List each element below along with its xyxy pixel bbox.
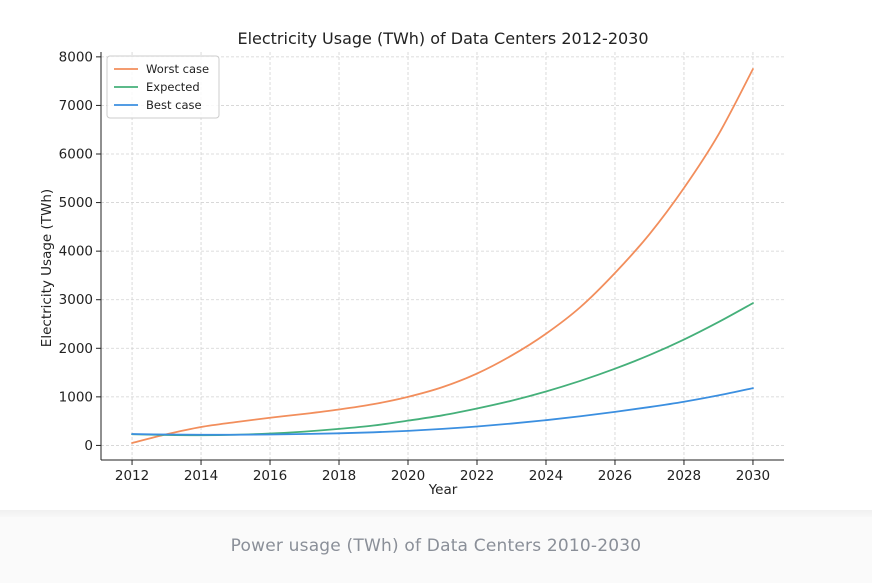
line-chart: 2012 2014 2016 2018 2020 2022 2024 2026 2028 2030… bbox=[39, 29, 784, 498]
legend-label-best-case: Best case bbox=[146, 98, 202, 112]
page-background bbox=[0, 517, 872, 583]
x-tick-label: 2030 bbox=[736, 468, 770, 484]
series-lines bbox=[131, 68, 754, 444]
x-tick-label: 2012 bbox=[115, 468, 149, 484]
y-tick-label: 2000 bbox=[59, 341, 93, 357]
figure-caption: Power usage (TWh) of Data Centers 2010-2… bbox=[230, 536, 642, 556]
x-tick-label: 2022 bbox=[460, 468, 494, 484]
series-line-worst-case bbox=[131, 68, 754, 444]
axes: 2012 2014 2016 2018 2020 2022 2024 2026 2028 2030… bbox=[59, 49, 784, 484]
y-tick-label: 4000 bbox=[59, 244, 93, 260]
x-tick-label: 2020 bbox=[391, 468, 425, 484]
y-tick-label: 0 bbox=[84, 438, 93, 454]
x-tick-label: 2026 bbox=[598, 468, 632, 484]
y-tick-label: 7000 bbox=[59, 98, 93, 114]
legend-box bbox=[106, 55, 220, 119]
y-tick-label: 8000 bbox=[59, 49, 93, 65]
y-tick-label: 1000 bbox=[59, 389, 93, 405]
x-axis-label: Year bbox=[428, 482, 458, 498]
x-tick-label: 2024 bbox=[529, 468, 563, 484]
y-tick-label: 6000 bbox=[59, 147, 93, 163]
x-tick-label: 2016 bbox=[253, 468, 287, 484]
series-line-best-case bbox=[131, 387, 754, 436]
series-line-expected bbox=[131, 302, 754, 437]
x-tick-label: 2014 bbox=[184, 468, 218, 484]
chart-figure: 2012 2014 2016 2018 2020 2022 2024 2026 2028 2030… bbox=[39, 29, 784, 498]
y-tick-label: 3000 bbox=[59, 292, 93, 308]
legend-label-expected: Expected bbox=[146, 80, 200, 94]
x-tick-label: 2018 bbox=[322, 468, 356, 484]
legend-label-worst-case: Worst case bbox=[146, 62, 209, 76]
chart-title: Electricity Usage (TWh) of Data Centers … bbox=[237, 29, 648, 48]
legend: Worst case Expected Best case bbox=[106, 55, 220, 119]
y-axis-label: Electricity Usage (TWh) bbox=[39, 189, 55, 347]
x-tick-label: 2028 bbox=[667, 468, 701, 484]
y-tick-label: 5000 bbox=[59, 195, 93, 211]
